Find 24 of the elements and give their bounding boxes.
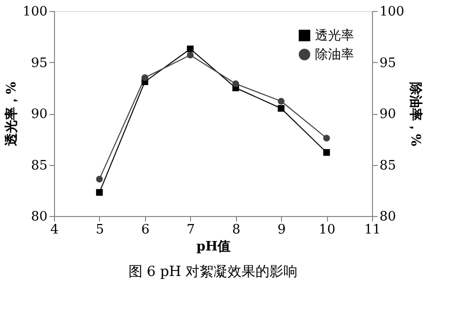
text: 图 6 pH 对絮凝效果的影响 xyxy=(128,264,298,280)
x-tick-label: 10 xyxy=(318,222,336,238)
x-tick-label: 11 xyxy=(364,222,381,238)
y2-tick-label: 80 xyxy=(380,210,396,224)
y-tick-label: 80 xyxy=(30,210,48,224)
y-tick-label: 100 xyxy=(22,4,48,20)
legend-label: 透光率 xyxy=(315,28,354,44)
x-axis-title: pH值 xyxy=(196,240,231,254)
x-tick-label: 5 xyxy=(96,222,104,238)
y2-tick-label: 95 xyxy=(380,56,396,71)
x-tick-label: 4 xyxy=(50,222,59,238)
y-tick-label: 95 xyxy=(30,56,48,71)
legend-label: 除油率 xyxy=(315,46,354,62)
x-tick-label: 7 xyxy=(186,222,195,238)
y-tick-label: 90 xyxy=(30,107,48,122)
y2-axis-title: 除油率，% xyxy=(407,82,424,147)
y2-tick-label: 85 xyxy=(380,158,396,174)
x-tick-label: 8 xyxy=(232,222,240,238)
x-tick-label: 9 xyxy=(278,222,286,238)
x-tick-label: 6 xyxy=(141,222,150,238)
y-tick-label: 85 xyxy=(30,158,48,174)
y-axis-title: 透光率，% xyxy=(4,81,20,148)
y2-tick-label: 90 xyxy=(380,107,396,122)
y2-tick-label: 100 xyxy=(380,4,404,20)
